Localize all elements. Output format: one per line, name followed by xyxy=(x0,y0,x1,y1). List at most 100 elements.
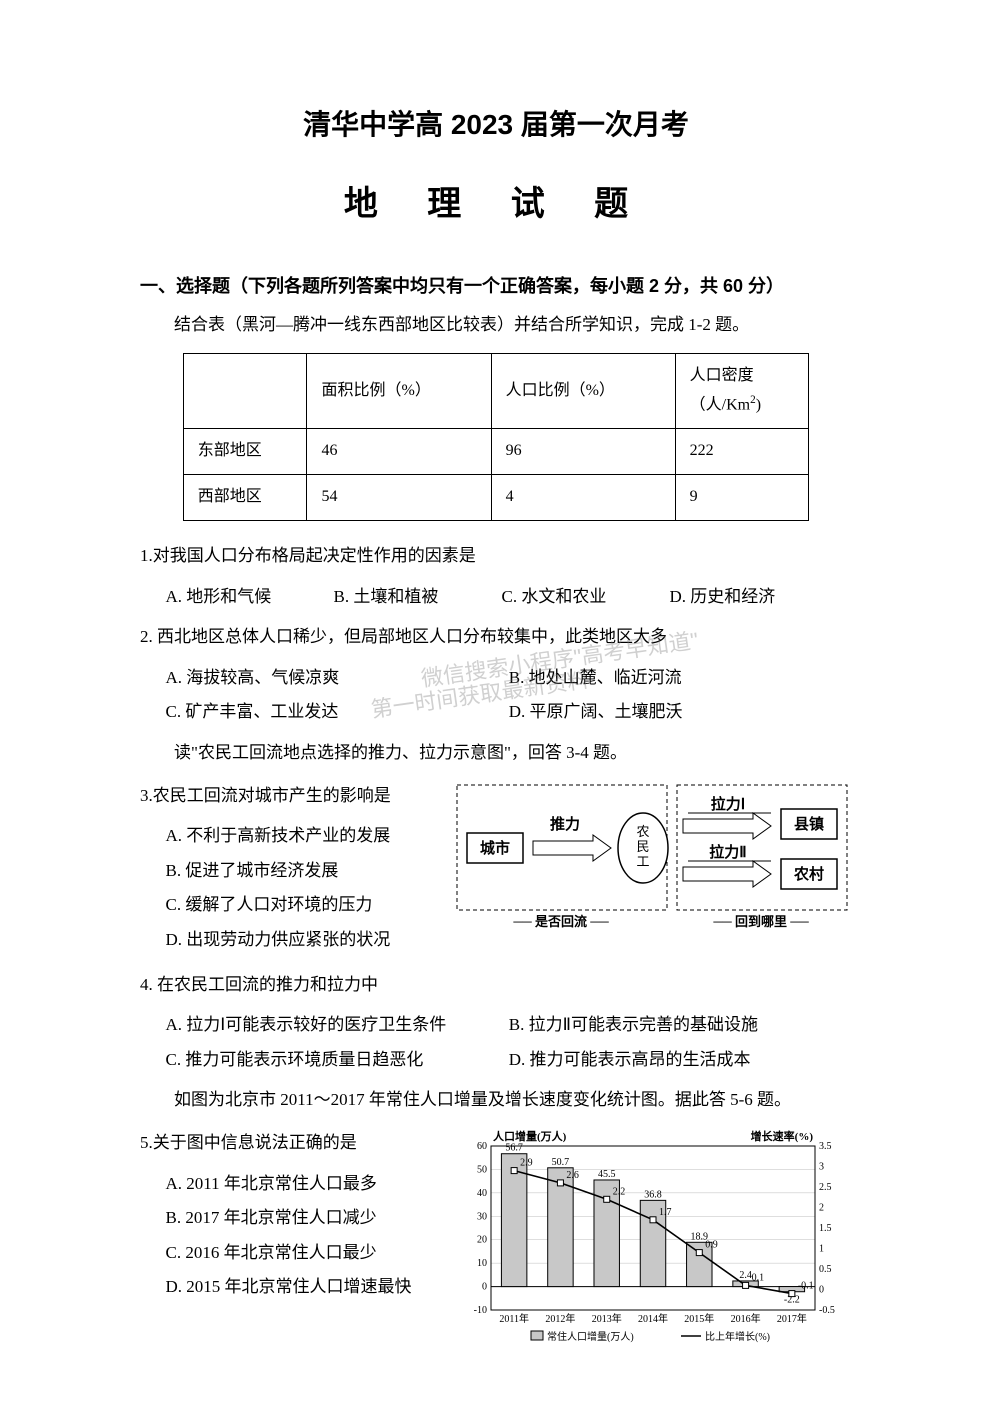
svg-text:1.5: 1.5 xyxy=(819,1223,832,1234)
q2-options: A. 海拔较高、气候凉爽 B. 地处山麓、临近河流 C. 矿产丰富、工业发达 D… xyxy=(140,663,852,732)
q3-stem: 3.农民工回流对城市产生的影响是 xyxy=(140,781,439,812)
q2-stem: 2. 西北地区总体人口稀少，但局部地区人口分布较集中，此类地区大多 xyxy=(140,622,852,653)
svg-text:人口增量(万人): 人口增量(万人) xyxy=(493,1129,567,1143)
svg-text:50.7: 50.7 xyxy=(552,1157,570,1168)
svg-text:推力: 推力 xyxy=(550,815,580,833)
population-chart: 人口增量(万人)增长速率(%)-100102030405060-0.500.51… xyxy=(453,1128,853,1359)
page-title-1: 清华中学高 2023 届第一次月考 xyxy=(140,100,852,150)
instruction-2: 读"农民工回流地点选择的推力、拉力示意图"，回答 3-4 题。 xyxy=(140,738,852,769)
cell: 222 xyxy=(675,429,809,475)
q2-opt-b: B. 地处山麓、临近河流 xyxy=(509,663,852,694)
svg-text:2014年: 2014年 xyxy=(638,1312,668,1325)
svg-text:2011年: 2011年 xyxy=(499,1312,529,1325)
svg-text:工: 工 xyxy=(637,854,650,869)
svg-text:60: 60 xyxy=(477,1141,487,1152)
svg-text:1.7: 1.7 xyxy=(659,1207,672,1218)
svg-text:── 是否回流 ──: ── 是否回流 ── xyxy=(512,914,609,929)
q5-opt-d: D. 2015 年北京常住人口增速最快 xyxy=(140,1272,439,1303)
q5-opt-c: C. 2016 年北京常住人口最少 xyxy=(140,1238,439,1269)
svg-text:-0.1: -0.1 xyxy=(798,1281,814,1292)
region-compare-table: 面积比例（%） 人口比例（%） 人口密度（人/Km2) 东部地区 46 96 2… xyxy=(183,353,810,522)
svg-text:拉力Ⅱ: 拉力Ⅱ xyxy=(709,843,746,861)
svg-text:常住人口增量(万人): 常住人口增量(万人) xyxy=(547,1330,634,1343)
q5-options: A. 2011 年北京常住人口最多 B. 2017 年北京常住人口减少 C. 2… xyxy=(140,1169,439,1303)
cell: 4 xyxy=(491,475,675,521)
svg-text:2016年: 2016年 xyxy=(731,1312,761,1325)
q2-opt-a: A. 海拔较高、气候凉爽 xyxy=(166,663,509,694)
table-row: 东部地区 46 96 222 xyxy=(183,429,809,475)
svg-text:2.6: 2.6 xyxy=(566,1170,579,1181)
svg-text:1: 1 xyxy=(819,1243,824,1254)
svg-text:40: 40 xyxy=(477,1188,487,1199)
svg-text:20: 20 xyxy=(477,1235,487,1246)
q4-opt-c: C. 推力可能表示环境质量日趋恶化 xyxy=(166,1045,509,1076)
q2-opt-d: D. 平原广阔、土壤肥沃 xyxy=(509,697,852,728)
svg-text:3: 3 xyxy=(819,1161,824,1172)
q4-stem: 4. 在农民工回流的推力和拉力中 xyxy=(140,970,852,1001)
q4-opt-b: B. 拉力Ⅱ可能表示完善的基础设施 xyxy=(509,1010,852,1041)
svg-text:0: 0 xyxy=(482,1282,487,1293)
q4-opt-d: D. 推力可能表示高昂的生活成本 xyxy=(509,1045,852,1076)
svg-text:── 回到哪里 ──: ── 回到哪里 ── xyxy=(712,914,809,929)
th-pop: 人口比例（%） xyxy=(491,353,675,429)
q3-opt-b: B. 促进了城市经济发展 xyxy=(140,856,439,887)
cell: 46 xyxy=(307,429,491,475)
q1-opt-c: C. 水文和农业 xyxy=(502,582,642,613)
svg-text:0.1: 0.1 xyxy=(752,1272,765,1283)
q5-stem: 5.关于图中信息说法正确的是 xyxy=(140,1128,439,1159)
svg-text:拉力Ⅰ: 拉力Ⅰ xyxy=(711,795,745,813)
q1-opt-b: B. 土壤和植被 xyxy=(334,582,474,613)
svg-text:2.2: 2.2 xyxy=(613,1186,626,1197)
q2-opt-c: C. 矿产丰富、工业发达 xyxy=(166,697,509,728)
cell: 54 xyxy=(307,475,491,521)
svg-text:30: 30 xyxy=(477,1211,487,1222)
svg-text:3.5: 3.5 xyxy=(819,1141,832,1152)
exam-page: 清华中学高 2023 届第一次月考 地 理 试 题 一、选择题（下列各题所列答案… xyxy=(140,100,852,1359)
svg-text:2.5: 2.5 xyxy=(819,1182,832,1193)
th-area: 面积比例（%） xyxy=(307,353,491,429)
q1-options: A. 地形和气候 B. 土壤和植被 C. 水文和农业 D. 历史和经济 xyxy=(140,582,852,613)
q1-stem: 1.对我国人口分布格局起决定性作用的因素是 xyxy=(140,541,852,572)
svg-text:农村: 农村 xyxy=(793,865,824,883)
svg-text:比上年增长(%): 比上年增长(%) xyxy=(705,1330,770,1343)
q3-opt-c: C. 缓解了人口对环境的压力 xyxy=(140,890,439,921)
svg-text:-0.5: -0.5 xyxy=(819,1305,835,1316)
q3-opt-d: D. 出现劳动力供应紧张的状况 xyxy=(140,925,439,956)
svg-text:2012年: 2012年 xyxy=(545,1312,575,1325)
q1-opt-a: A. 地形和气候 xyxy=(166,582,306,613)
push-pull-diagram: 城市推力农民工拉力Ⅰ县镇拉力Ⅱ农村── 是否回流 ──── 回到哪里 ── xyxy=(453,781,853,952)
q4-options: A. 拉力Ⅰ可能表示较好的医疗卫生条件 B. 拉力Ⅱ可能表示完善的基础设施 C.… xyxy=(140,1010,852,1079)
svg-text:50: 50 xyxy=(477,1164,487,1175)
instruction-3: 如图为北京市 2011～2017 年常住人口增量及增长速度变化统计图。据此答 5… xyxy=(140,1085,852,1116)
svg-text:2.4: 2.4 xyxy=(739,1270,752,1281)
svg-text:增长速率(%): 增长速率(%) xyxy=(751,1129,814,1143)
q4-opt-a: A. 拉力Ⅰ可能表示较好的医疗卫生条件 xyxy=(166,1010,509,1041)
instruction-1: 结合表（黑河—腾冲一线东西部地区比较表）并结合所学知识，完成 1-2 题。 xyxy=(140,310,852,341)
svg-text:农: 农 xyxy=(637,824,650,839)
svg-text:36.8: 36.8 xyxy=(644,1189,662,1200)
svg-text:2017年: 2017年 xyxy=(777,1312,807,1325)
svg-text:2: 2 xyxy=(819,1202,824,1213)
svg-text:县镇: 县镇 xyxy=(794,815,824,833)
svg-text:城市: 城市 xyxy=(480,839,510,857)
cell: 96 xyxy=(491,429,675,475)
svg-text:2013年: 2013年 xyxy=(592,1312,622,1325)
table-row: 西部地区 54 4 9 xyxy=(183,475,809,521)
svg-text:56.7: 56.7 xyxy=(505,1143,523,1154)
q3-opt-a: A. 不利于高新技术产业的发展 xyxy=(140,821,439,852)
svg-text:0.5: 0.5 xyxy=(819,1264,832,1275)
q5-opt-a: A. 2011 年北京常住人口最多 xyxy=(140,1169,439,1200)
q5-opt-b: B. 2017 年北京常住人口减少 xyxy=(140,1203,439,1234)
svg-text:2.9: 2.9 xyxy=(520,1158,533,1169)
th-density: 人口密度（人/Km2) xyxy=(675,353,809,429)
section-1-head: 一、选择题（下列各题所列答案中均只有一个正确答案，每小题 2 分，共 60 分） xyxy=(140,270,852,302)
cell: 9 xyxy=(675,475,809,521)
th-blank xyxy=(183,353,307,429)
table-header-row: 面积比例（%） 人口比例（%） 人口密度（人/Km2) xyxy=(183,353,809,429)
svg-text:-10: -10 xyxy=(474,1305,487,1316)
svg-text:0.9: 0.9 xyxy=(705,1240,718,1251)
q3-options: A. 不利于高新技术产业的发展 B. 促进了城市经济发展 C. 缓解了人口对环境… xyxy=(140,821,439,955)
cell: 西部地区 xyxy=(183,475,307,521)
svg-text:2015年: 2015年 xyxy=(684,1312,714,1325)
cell: 东部地区 xyxy=(183,429,307,475)
